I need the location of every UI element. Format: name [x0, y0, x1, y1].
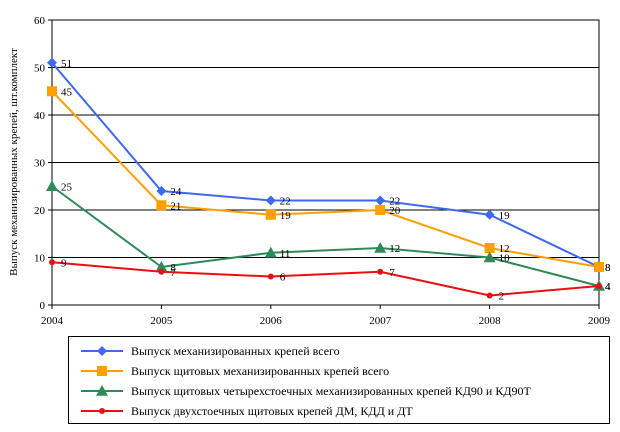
data-label: 19	[280, 210, 292, 222]
y-tick-label: 20	[34, 205, 46, 217]
data-point	[486, 292, 493, 299]
y-tick-label: 60	[34, 15, 46, 27]
data-label: 7	[170, 267, 176, 279]
legend-label: Выпуск механизированных крепей всего	[131, 343, 340, 358]
data-point	[267, 273, 274, 280]
data-label: 8	[605, 262, 611, 274]
legend: Выпуск механизированных крепей всего Выпу…	[68, 336, 610, 424]
data-point	[483, 251, 496, 263]
data-point	[99, 408, 105, 414]
data-label: 20	[389, 205, 401, 217]
y-tick-label: 40	[34, 110, 46, 122]
x-tick-label: 2005	[150, 315, 173, 327]
data-label: 19	[499, 210, 511, 222]
series-line	[51, 62, 600, 268]
data-point	[374, 242, 387, 253]
data-label: 22	[280, 196, 291, 208]
data-label: 2	[499, 291, 505, 303]
legend-label: Выпуск двухстоечных щитовых крепей ДМ, К…	[131, 403, 413, 418]
data-label: 25	[61, 181, 73, 193]
y-tick-label: 10	[34, 253, 46, 265]
data-point	[155, 261, 168, 272]
data-point	[47, 86, 57, 97]
legend-label: Выпуск щитовых четырехстоечных механизир…	[131, 383, 531, 398]
data-label: 9	[61, 257, 67, 269]
series-lines	[46, 57, 605, 299]
data-label: 12	[499, 243, 510, 255]
data-point	[47, 57, 57, 68]
x-tick-label: 2007	[369, 315, 392, 327]
data-label: 45	[61, 86, 73, 98]
legend-item: Выпуск щитовых четырехстоечных механизир…	[79, 381, 609, 401]
data-label: 8	[170, 262, 176, 274]
x-tick-label: 2009	[588, 315, 611, 327]
y-tick-label: 30	[34, 158, 46, 170]
data-point	[46, 180, 58, 192]
data-point	[484, 243, 495, 253]
data-label: 51	[61, 58, 72, 70]
legend-swatch	[81, 346, 123, 356]
y-tick-label: 50	[34, 63, 46, 75]
data-point	[97, 366, 107, 376]
data-point	[484, 209, 495, 220]
data-label: 22	[389, 196, 400, 208]
data-point	[156, 186, 167, 196]
y-axis-label: Выпуск механизированных крепей, шт.компл…	[8, 48, 20, 276]
data-point	[49, 259, 55, 266]
series-line	[51, 90, 600, 268]
data-point	[375, 195, 386, 206]
x-tick-label: 2004	[41, 315, 64, 327]
legend-label: Выпуск щитовых механизированных крепей в…	[131, 363, 390, 378]
data-label: 8	[605, 262, 611, 274]
y-axis-ticks: 0 10 20 30 40 50 60	[34, 15, 52, 312]
data-point	[156, 200, 167, 211]
data-point	[264, 246, 277, 258]
data-label: 6	[280, 272, 286, 284]
data-point	[377, 268, 384, 275]
series-line	[51, 185, 600, 287]
data-point	[158, 268, 165, 275]
data-label: 4	[605, 281, 611, 293]
data-point	[375, 205, 386, 215]
data-label: 24	[170, 186, 182, 198]
series-line	[51, 261, 600, 297]
x-tick-label: 2006	[260, 315, 283, 327]
data-point	[96, 385, 108, 396]
legend-swatch	[81, 366, 123, 376]
data-label: 4	[605, 281, 611, 293]
data-point	[265, 195, 276, 206]
x-axis-ticks: 2004 2005 2006 2007 2008 2009	[41, 305, 611, 327]
data-label: 12	[389, 243, 400, 255]
data-label: 11	[280, 248, 291, 260]
data-point	[97, 346, 107, 356]
data-point	[594, 262, 604, 272]
data-label: 7	[389, 267, 395, 279]
data-point	[265, 209, 276, 220]
line-chart: 0 10 20 30 40 50 60 2004 2005 2006 2007 2008 2009 5…	[8, 15, 611, 327]
data-point	[596, 283, 602, 289]
data-label: 21	[170, 200, 181, 212]
legend-swatch	[81, 385, 123, 396]
legend-item: Выпуск двухстоечных щитовых крепей ДМ, К…	[79, 401, 609, 421]
legend-item: Выпуск щитовых механизированных крепей в…	[79, 361, 609, 381]
grid-lines	[52, 67, 599, 258]
legend-item: Выпуск механизированных крепей всего	[79, 341, 609, 361]
legend-swatch	[81, 408, 123, 414]
x-tick-label: 2008	[479, 315, 502, 327]
y-tick-label: 0	[40, 300, 46, 312]
data-label: 10	[499, 253, 511, 265]
